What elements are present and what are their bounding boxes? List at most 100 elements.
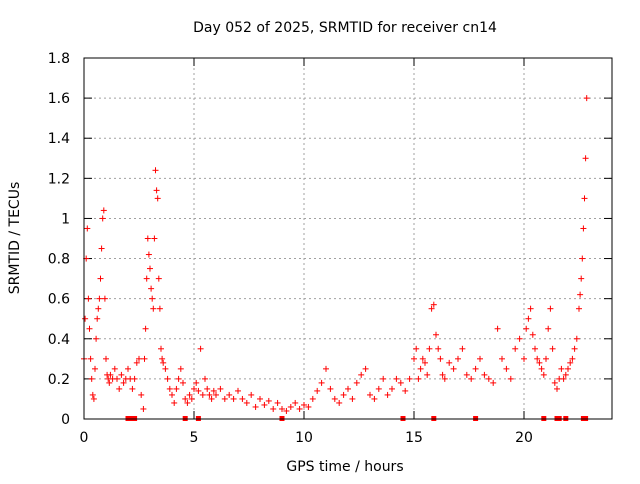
data-point — [100, 207, 107, 214]
data-point — [82, 315, 89, 322]
chart-title: Day 052 of 2025, SRMTID for receiver cn1… — [193, 20, 497, 36]
data-point — [362, 365, 369, 372]
data-point — [582, 155, 589, 162]
data-point — [151, 235, 158, 242]
data-point — [261, 401, 268, 408]
data-point — [248, 391, 255, 398]
data-point — [230, 395, 237, 402]
data-point — [92, 365, 98, 372]
data-point — [160, 359, 167, 366]
data-point — [336, 399, 343, 406]
data-point — [402, 387, 409, 394]
data-point — [257, 395, 263, 402]
data-point — [88, 375, 95, 382]
data-point — [327, 385, 334, 392]
data-point — [576, 305, 582, 312]
data-point — [433, 331, 439, 338]
data-point — [129, 385, 136, 392]
data-point — [154, 195, 161, 202]
data-point — [375, 385, 382, 392]
data-point — [389, 385, 395, 392]
data-point — [577, 291, 584, 298]
data-points — [81, 95, 590, 414]
data-point — [217, 385, 224, 392]
data-point — [235, 387, 241, 394]
data-point — [472, 365, 479, 372]
data-point — [397, 379, 404, 386]
data-point — [177, 365, 184, 372]
data-point — [367, 391, 373, 398]
axis-ticks: 0 0.2 0.4 0.6 0.8 1 1.2 1.4 1.6 1.8 0 5 10 15 20 — [48, 51, 612, 446]
data-point — [158, 345, 164, 352]
data-point — [562, 371, 569, 378]
data-point — [512, 345, 519, 352]
y-tick-label: 1.2 — [48, 171, 70, 187]
data-point — [152, 167, 159, 174]
y-tick-label: 0.4 — [48, 332, 70, 348]
data-point — [193, 379, 200, 386]
data-point — [583, 95, 590, 102]
data-point — [274, 399, 281, 406]
data-point — [131, 375, 138, 382]
data-point — [221, 395, 228, 402]
data-point — [96, 295, 103, 302]
data-point — [578, 275, 585, 282]
data-point — [208, 395, 215, 402]
data-point — [538, 365, 545, 372]
data-point — [283, 407, 290, 414]
data-point — [99, 215, 106, 222]
data-point — [95, 305, 102, 312]
data-point — [197, 345, 204, 352]
data-point — [147, 265, 153, 272]
data-point — [186, 391, 193, 398]
data-point — [424, 371, 431, 378]
data-point — [148, 285, 155, 292]
data-point — [441, 375, 448, 382]
y-tick-label: 1.8 — [48, 51, 70, 67]
data-point — [573, 335, 580, 342]
data-point — [171, 399, 178, 406]
data-point — [191, 385, 197, 392]
data-point — [525, 315, 532, 322]
data-point — [413, 345, 420, 352]
data-point — [523, 325, 530, 332]
data-point — [206, 391, 213, 398]
data-point — [252, 403, 259, 410]
data-point — [155, 275, 162, 282]
data-point — [565, 365, 571, 372]
y-tick-label: 0.8 — [48, 252, 70, 268]
data-point — [415, 375, 422, 382]
data-point — [279, 405, 285, 412]
data-point — [490, 379, 497, 386]
data-point — [89, 391, 96, 398]
data-point — [503, 365, 510, 372]
data-point — [153, 187, 160, 194]
data-point — [358, 371, 365, 378]
data-point — [543, 355, 549, 362]
x-tick-label: 20 — [515, 430, 533, 446]
y-tick-label: 0.2 — [48, 372, 70, 388]
data-point — [184, 399, 191, 406]
data-point — [98, 245, 105, 252]
data-point — [549, 345, 556, 352]
data-point — [175, 375, 182, 382]
x-tick-label: 10 — [295, 430, 313, 446]
data-point — [182, 395, 189, 402]
data-point — [138, 391, 145, 398]
data-point — [380, 375, 387, 382]
data-point — [340, 391, 347, 398]
data-point — [140, 405, 147, 412]
y-axis-label: SRMTID / TECUs — [7, 182, 23, 295]
data-point — [90, 395, 97, 402]
data-point — [156, 305, 163, 312]
data-point — [309, 395, 316, 402]
data-point — [136, 355, 142, 362]
data-point — [571, 345, 578, 352]
data-point — [353, 379, 360, 386]
data-point — [265, 397, 272, 404]
data-point — [114, 375, 120, 382]
data-point — [551, 379, 558, 386]
y-tick-label: 0 — [61, 412, 70, 428]
